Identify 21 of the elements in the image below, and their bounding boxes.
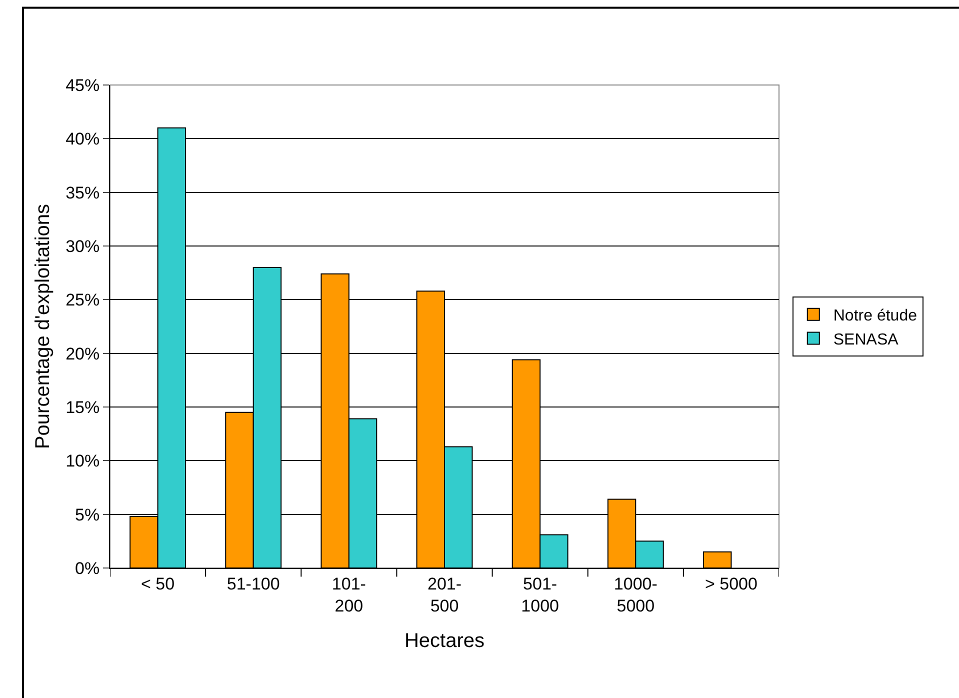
y-tick-label: 10% <box>66 452 100 471</box>
y-tick-label: 0% <box>75 558 100 578</box>
y-tick-label: 25% <box>66 290 100 310</box>
legend-label: SENASA <box>833 331 899 348</box>
x-tick-label: < 50 <box>141 574 175 594</box>
x-tick-label: 501- 1000 <box>521 574 559 616</box>
y-tick-label: 45% <box>66 76 100 95</box>
y-axis-title: Pourcentage d'exploitations <box>32 204 54 450</box>
x-tick-label: 101- 200 <box>332 574 366 616</box>
y-tick-label: 35% <box>66 183 100 202</box>
x-tick-label: 51-100 <box>226 574 280 594</box>
y-tick-label: 40% <box>66 130 100 149</box>
y-tick-label: 20% <box>66 344 100 364</box>
legend-label: Notre étude <box>833 308 918 325</box>
x-axis-title: Hectares <box>404 630 485 652</box>
y-tick-label: 30% <box>66 236 100 256</box>
x-tick-label: 201- 500 <box>427 574 462 616</box>
y-tick-label: 5% <box>75 505 100 524</box>
x-tick-label: > 5000 <box>704 574 758 594</box>
y-tick-label: 15% <box>66 398 100 417</box>
x-tick-label: 1000- 5000 <box>614 574 658 616</box>
